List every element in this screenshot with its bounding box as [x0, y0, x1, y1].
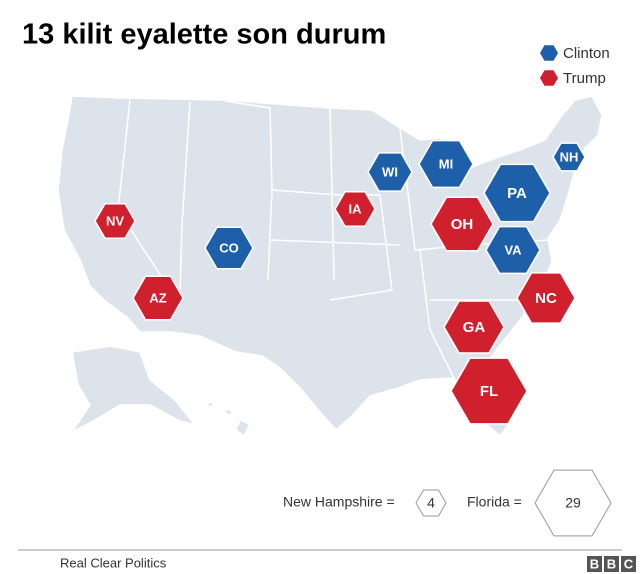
title: 13 kilit eyalette son durum	[22, 19, 386, 51]
size-key-value: 29	[565, 495, 581, 511]
logo-letter: B	[607, 556, 616, 571]
legend-swatch	[540, 45, 558, 61]
size-key-value: 4	[427, 495, 435, 511]
logo-block	[587, 556, 602, 572]
source: Real Clear Politics	[60, 555, 167, 570]
state-hexagon	[132, 275, 184, 321]
state-label: CO	[219, 240, 239, 255]
state-label: WI	[382, 164, 398, 179]
legend: Clinton Trump	[540, 45, 610, 87]
state-label: IA	[349, 201, 363, 216]
logo-letter: B	[590, 556, 599, 571]
size-key-hexagon	[534, 469, 612, 537]
state-hexagon	[516, 272, 576, 324]
state-label: NV	[106, 213, 124, 228]
alaska	[71, 345, 198, 433]
state-label: AZ	[149, 290, 166, 305]
state-hexagon	[94, 202, 136, 240]
size-key-label: Florida =	[467, 494, 522, 510]
legend-swatch	[540, 70, 558, 86]
legend-label: Trump	[563, 70, 606, 87]
size-key-label: New Hampshire =	[283, 494, 395, 510]
state-hexagon	[334, 190, 376, 228]
state-label: OH	[451, 216, 474, 233]
state-hexagon	[367, 152, 413, 192]
size-key: New Hampshire = 4 Florida = 29	[283, 469, 612, 537]
state-label: PA	[507, 185, 527, 202]
state-hexagon	[450, 357, 528, 425]
state-label: NC	[535, 290, 557, 307]
state-hexagon	[483, 163, 551, 223]
state-hexagon	[430, 196, 494, 252]
state-hexagon	[485, 225, 541, 275]
logo-letter: C	[624, 556, 634, 571]
state-hexagon	[204, 226, 254, 270]
state-label: MI	[439, 156, 453, 171]
logo-block	[621, 556, 636, 572]
size-key-hexagon	[415, 489, 447, 517]
state-hexagon	[443, 300, 505, 354]
state-label: NH	[560, 149, 579, 164]
hawaii	[202, 401, 252, 438]
state-hexagon	[418, 139, 474, 189]
hexagons: WI MI NH PA IA NV OH CO VA AZ NC GA FL	[94, 139, 586, 425]
legend-label: Clinton	[563, 45, 610, 62]
state-hexagon	[552, 142, 586, 172]
state-label: GA	[463, 319, 486, 336]
state-label: FL	[480, 383, 498, 400]
logo-block	[604, 556, 619, 572]
state-label: VA	[504, 242, 522, 257]
